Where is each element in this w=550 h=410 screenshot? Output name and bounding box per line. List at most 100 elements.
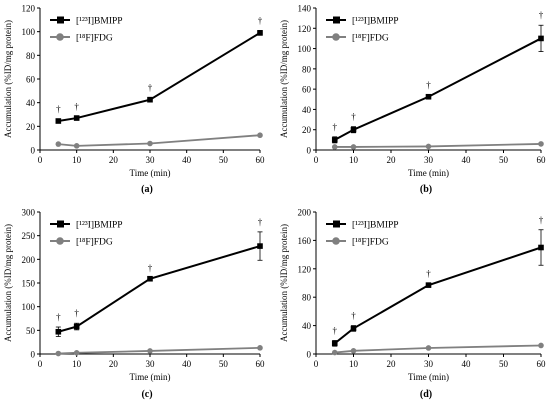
y-tick-label: 40 <box>302 321 312 331</box>
significance-marker: † <box>56 104 61 114</box>
x-axis-title: Time (min) <box>130 372 171 382</box>
data-point <box>425 143 432 150</box>
y-tick-label: 60 <box>302 85 312 95</box>
x-tick-label: 40 <box>462 359 472 369</box>
series-line <box>58 245 261 333</box>
significance-marker: † <box>56 312 61 322</box>
x-tick-label: 60 <box>256 155 266 165</box>
legend-marker <box>56 33 64 41</box>
data-point <box>55 350 62 357</box>
y-tick-label: 80 <box>302 293 312 303</box>
x-tick-label: 30 <box>146 155 156 165</box>
data-point <box>538 244 544 251</box>
data-point <box>73 115 80 121</box>
data-point <box>147 96 153 103</box>
significance-marker: † <box>148 263 153 273</box>
y-tick-label: 300 <box>22 208 36 218</box>
chart-panel-4: 0 40 80 120 160 200 0 10 20 30 40 50 60 Time (min) Acc… <box>279 208 546 401</box>
y-tick-label: 20 <box>26 122 36 132</box>
significance-marker: † <box>74 308 79 318</box>
legend: [¹²³I]BMIPP [¹⁸F]FDG <box>326 16 399 44</box>
y-tick-label: 100 <box>298 44 312 54</box>
legend: [¹²³I]BMIPP [¹⁸F]FDG <box>50 16 123 44</box>
chart-panel-1: 0 20 40 60 80 100 120 0 10 20 30 40 50 60 Time (min) Ac… <box>3 4 265 196</box>
significance-marker: † <box>148 82 153 92</box>
y-tick-label: 40 <box>26 98 36 108</box>
x-tick-label: 60 <box>537 155 547 165</box>
series-bmipp <box>331 24 544 144</box>
x-axis-title: Time (min) <box>408 168 449 178</box>
series-line <box>58 134 261 147</box>
y-axis-title: Accumulation (%ID/mg protein) <box>3 20 13 138</box>
data-point <box>350 348 357 354</box>
y-tick-label: 0 <box>31 350 36 360</box>
significance-marker: † <box>426 80 431 90</box>
data-point <box>425 93 432 100</box>
data-point <box>55 118 62 124</box>
y-tick-label: 0 <box>31 146 36 156</box>
significance-marker: † <box>258 217 263 227</box>
x-tick-label: 20 <box>387 359 397 369</box>
series-fdg <box>331 141 544 150</box>
legend-marker <box>333 220 340 228</box>
series-bmipp <box>55 30 263 124</box>
y-tick-label: 120 <box>298 264 312 274</box>
panel-caption: (c) <box>141 389 152 400</box>
data-point <box>55 141 62 147</box>
data-point <box>350 144 357 150</box>
data-point <box>257 132 263 139</box>
x-tick-label: 30 <box>146 359 156 369</box>
x-tick-label: 10 <box>349 155 359 165</box>
legend-label: [¹⁸F]FDG <box>76 238 113 248</box>
legend-label: [¹²³I]BMIPP <box>76 17 123 27</box>
significance-marker: † <box>333 122 338 132</box>
x-tick-label: 0 <box>314 359 319 369</box>
data-point <box>257 345 263 351</box>
x-tick-label: 0 <box>314 155 319 165</box>
y-axis-title: Accumulation (%ID/mg protein) <box>3 224 13 342</box>
y-tick-label: 60 <box>26 75 36 85</box>
chart-panel-2: 0 20 40 60 80 100 120 140 0 10 20 30 40 50 60 Time (min… <box>279 4 546 196</box>
legend-marker <box>56 237 64 245</box>
data-point <box>147 140 153 147</box>
y-tick-label: 200 <box>22 255 36 265</box>
y-tick-label: 160 <box>298 236 312 246</box>
y-tick-label: 100 <box>22 27 36 37</box>
significance-marker: † <box>258 15 263 25</box>
series-bmipp <box>55 231 263 337</box>
x-tick-label: 20 <box>109 155 119 165</box>
legend-marker <box>57 16 64 24</box>
panel-caption: (a) <box>141 184 153 195</box>
significance-marker: † <box>333 326 338 336</box>
x-tick-label: 30 <box>424 359 434 369</box>
data-point <box>350 126 357 133</box>
legend-marker <box>332 237 340 245</box>
series-line <box>334 37 542 141</box>
data-point <box>538 342 544 349</box>
legend-label: [¹⁸F]FDG <box>352 34 389 44</box>
legend-label: [¹⁸F]FDG <box>76 34 113 44</box>
x-tick-label: 0 <box>38 359 43 369</box>
x-tick-label: 60 <box>256 359 266 369</box>
series-line <box>334 143 542 148</box>
data-point <box>331 340 338 347</box>
y-tick-label: 50 <box>26 326 36 336</box>
x-tick-label: 40 <box>182 359 192 369</box>
significance-marker: † <box>351 311 356 321</box>
legend-marker <box>57 220 64 228</box>
legend: [¹²³I]BMIPP [¹⁸F]FDG <box>326 220 399 248</box>
y-axis-title: Accumulation (%ID/mg protein) <box>279 20 289 138</box>
x-tick-label: 10 <box>72 155 82 165</box>
x-tick-label: 20 <box>387 155 397 165</box>
x-axis-title: Time (min) <box>130 168 171 178</box>
significance-marker: † <box>74 101 79 111</box>
y-tick-label: 200 <box>298 208 312 218</box>
data-point <box>73 350 80 356</box>
data-point <box>257 243 263 249</box>
data-point <box>425 345 432 351</box>
x-tick-label: 50 <box>499 155 509 165</box>
y-tick-label: 120 <box>22 4 36 14</box>
x-tick-label: 30 <box>424 155 434 165</box>
data-point <box>331 349 338 356</box>
